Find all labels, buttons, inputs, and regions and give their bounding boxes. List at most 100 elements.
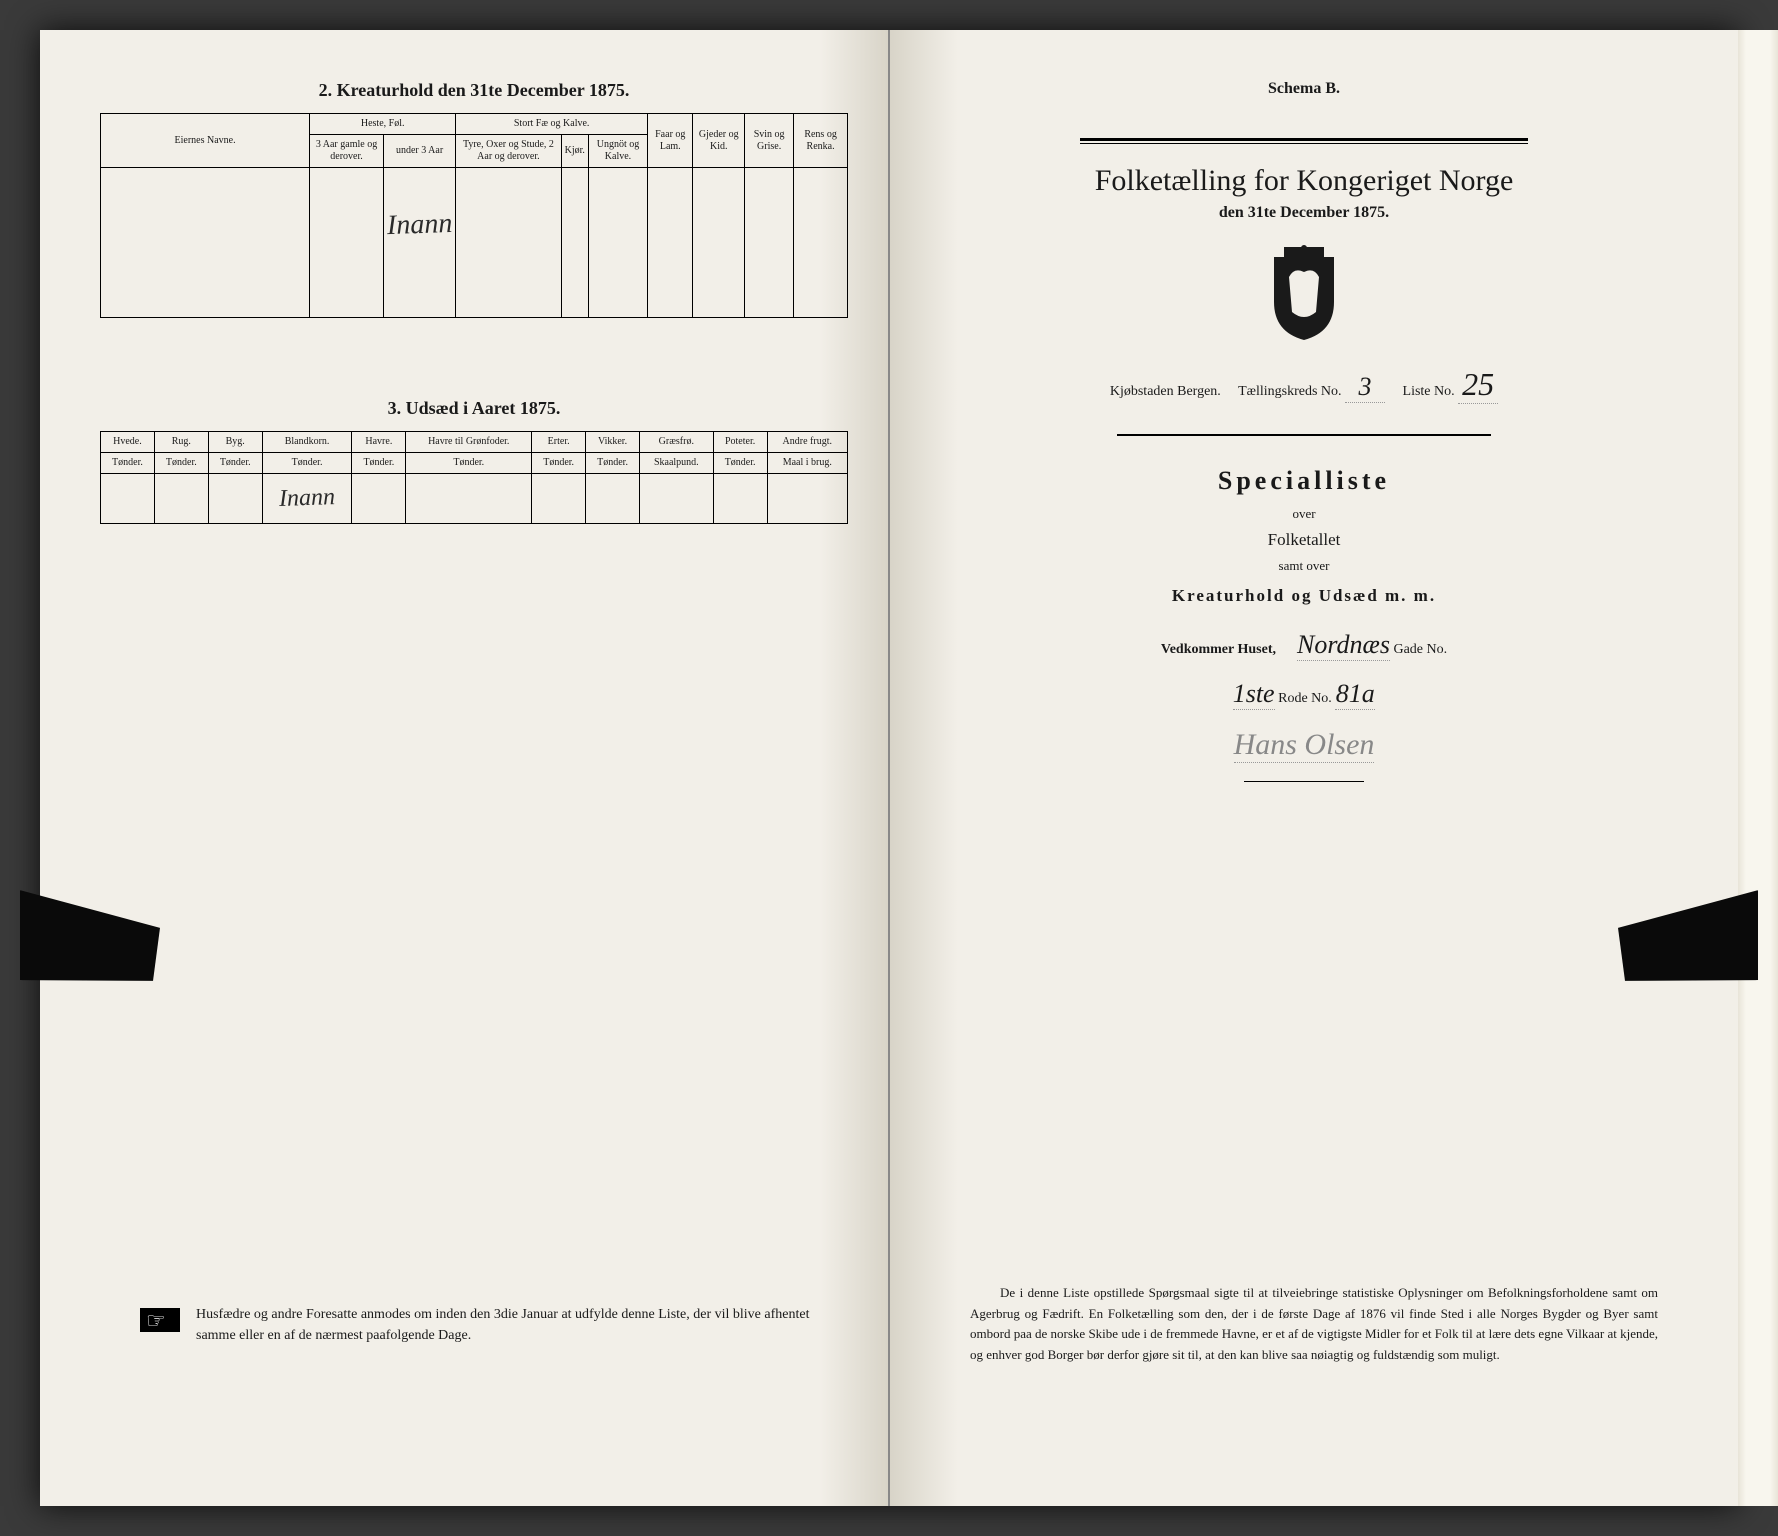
cell <box>767 474 847 524</box>
cell <box>745 168 794 318</box>
folketallet-label: Folketallet <box>930 530 1678 550</box>
unit: Tønder. <box>406 453 532 474</box>
col: Havre. <box>352 432 406 453</box>
unit: Maal i brug. <box>767 453 847 474</box>
book-spread: 2. Kreaturhold den 31te December 1875. E… <box>40 30 1738 1506</box>
col: Byg. <box>208 432 262 453</box>
c-cow: Kjør. <box>561 135 588 168</box>
town-label: Kjøbstaden Bergen. <box>1110 384 1221 399</box>
col: Andre frugt. <box>767 432 847 453</box>
col-rein: Rens og Renka. <box>794 114 848 168</box>
house-line-1: Vedkommer Huset, Nordnæs Gade No. <box>930 630 1678 661</box>
grp-cattle: Stort Fæ og Kalve. <box>456 114 648 135</box>
owner-line: Hans Olsen <box>930 728 1678 763</box>
owner-cell <box>101 168 310 318</box>
cell <box>532 474 586 524</box>
gade-label: Gade No. <box>1393 642 1447 657</box>
col: Blandkorn. <box>262 432 352 453</box>
header-row: Hvede. Rug. Byg. Blandkorn. Havre. Havre… <box>101 432 848 453</box>
cell <box>639 474 713 524</box>
unit: Tønder. <box>208 453 262 474</box>
c-bull: Tyre, Oxer og Stude, 2 Aar og derover. <box>456 135 561 168</box>
cell <box>154 474 208 524</box>
kreds-label: Tællingskreds No. <box>1238 384 1341 399</box>
footnote-block: Husfædre og andre Foresatte anmodes om i… <box>140 1304 828 1346</box>
over-label: over <box>930 506 1678 522</box>
h-young: under 3 Aar <box>383 135 455 168</box>
cell <box>713 474 767 524</box>
cell <box>352 474 406 524</box>
specialliste-heading: Specialliste <box>930 466 1678 496</box>
unit: Tønder. <box>262 453 352 474</box>
rode-hw1: 1ste <box>1233 679 1275 710</box>
cell-entry: Inann <box>383 168 455 318</box>
cell <box>648 168 693 318</box>
cell <box>310 168 384 318</box>
col-owner: Eiernes Navne. <box>101 114 310 168</box>
main-title: Folketælling for Kongeriget Norge <box>930 164 1678 198</box>
unit: Tønder. <box>154 453 208 474</box>
unit: Tønder. <box>352 453 406 474</box>
unit: Tønder. <box>101 453 155 474</box>
samt-label: samt over <box>930 558 1678 574</box>
house-line-2: 1ste Rode No. 81a <box>930 679 1678 710</box>
vedkommer-label: Vedkommer Huset, <box>1161 642 1276 657</box>
cell <box>588 168 647 318</box>
unit: Tønder. <box>586 453 640 474</box>
page-edge <box>1738 30 1778 1506</box>
body-paragraph: De i denne Liste opstillede Spørgsmaal s… <box>970 1283 1658 1366</box>
grp-horse: Heste, Føl. <box>310 114 456 135</box>
cell <box>208 474 262 524</box>
coat-of-arms-icon <box>1264 242 1344 342</box>
meta-line: Kjøbstaden Bergen. Tællingskreds No. 3 L… <box>930 366 1678 404</box>
kreatur-label: Kreaturhold og Udsæd m. m. <box>930 586 1678 606</box>
col: Poteter. <box>713 432 767 453</box>
kreds-no: 3 <box>1345 372 1385 403</box>
rule-mid <box>1117 434 1491 436</box>
table-kreaturhold: Eiernes Navne. Heste, Føl. Stort Fæ og K… <box>100 113 848 318</box>
liste-label: Liste No. <box>1403 384 1455 399</box>
rule-top <box>1080 138 1529 144</box>
section3: 3. Udsæd i Aaret 1875. Hvede. Rug. Byg. … <box>100 398 848 524</box>
cell <box>101 474 155 524</box>
h-old: 3 Aar gamle og derover. <box>310 135 384 168</box>
col: Havre til Grønfoder. <box>406 432 532 453</box>
col: Erter. <box>532 432 586 453</box>
right-page: Schema B. Folketælling for Kongeriget No… <box>890 30 1738 1506</box>
rode-label: Rode No. <box>1278 691 1332 706</box>
col: Hvede. <box>101 432 155 453</box>
rule-small <box>1244 781 1364 782</box>
col-sheep: Faar og Lam. <box>648 114 693 168</box>
sub-date: den 31te December 1875. <box>930 204 1678 222</box>
unit: Skaalpund. <box>639 453 713 474</box>
pointing-hand-icon <box>140 1308 180 1332</box>
handwritten-entry: Inann <box>386 207 452 243</box>
col: Vikker. <box>586 432 640 453</box>
data-row: Inann <box>101 474 848 524</box>
table-udsaed: Hvede. Rug. Byg. Blandkorn. Havre. Havre… <box>100 431 848 524</box>
unit: Tønder. <box>713 453 767 474</box>
left-page: 2. Kreaturhold den 31te December 1875. E… <box>40 30 890 1506</box>
section3-title: 3. Udsæd i Aaret 1875. <box>100 398 848 419</box>
col-goat: Gjeder og Kid. <box>693 114 745 168</box>
cell <box>586 474 640 524</box>
cell <box>561 168 588 318</box>
unit-row: Tønder. Tønder. Tønder. Tønder. Tønder. … <box>101 453 848 474</box>
footnote-text: Husfædre og andre Foresatte anmodes om i… <box>196 1304 828 1346</box>
unit: Tønder. <box>532 453 586 474</box>
c-young: Ungnöt og Kalve. <box>588 135 647 168</box>
cell-entry: Inann <box>262 474 352 524</box>
cell <box>406 474 532 524</box>
col-pig: Svin og Grise. <box>745 114 794 168</box>
cell <box>794 168 848 318</box>
schema-label: Schema B. <box>930 80 1678 98</box>
cell <box>693 168 745 318</box>
liste-no: 25 <box>1458 366 1498 404</box>
rode-hw2: 81a <box>1335 679 1375 710</box>
handwritten-entry: Inann <box>279 483 336 514</box>
cell <box>456 168 561 318</box>
section2-title: 2. Kreaturhold den 31te December 1875. <box>100 80 848 101</box>
col: Rug. <box>154 432 208 453</box>
owner-handwritten: Hans Olsen <box>1234 728 1375 763</box>
col: Græsfrø. <box>639 432 713 453</box>
